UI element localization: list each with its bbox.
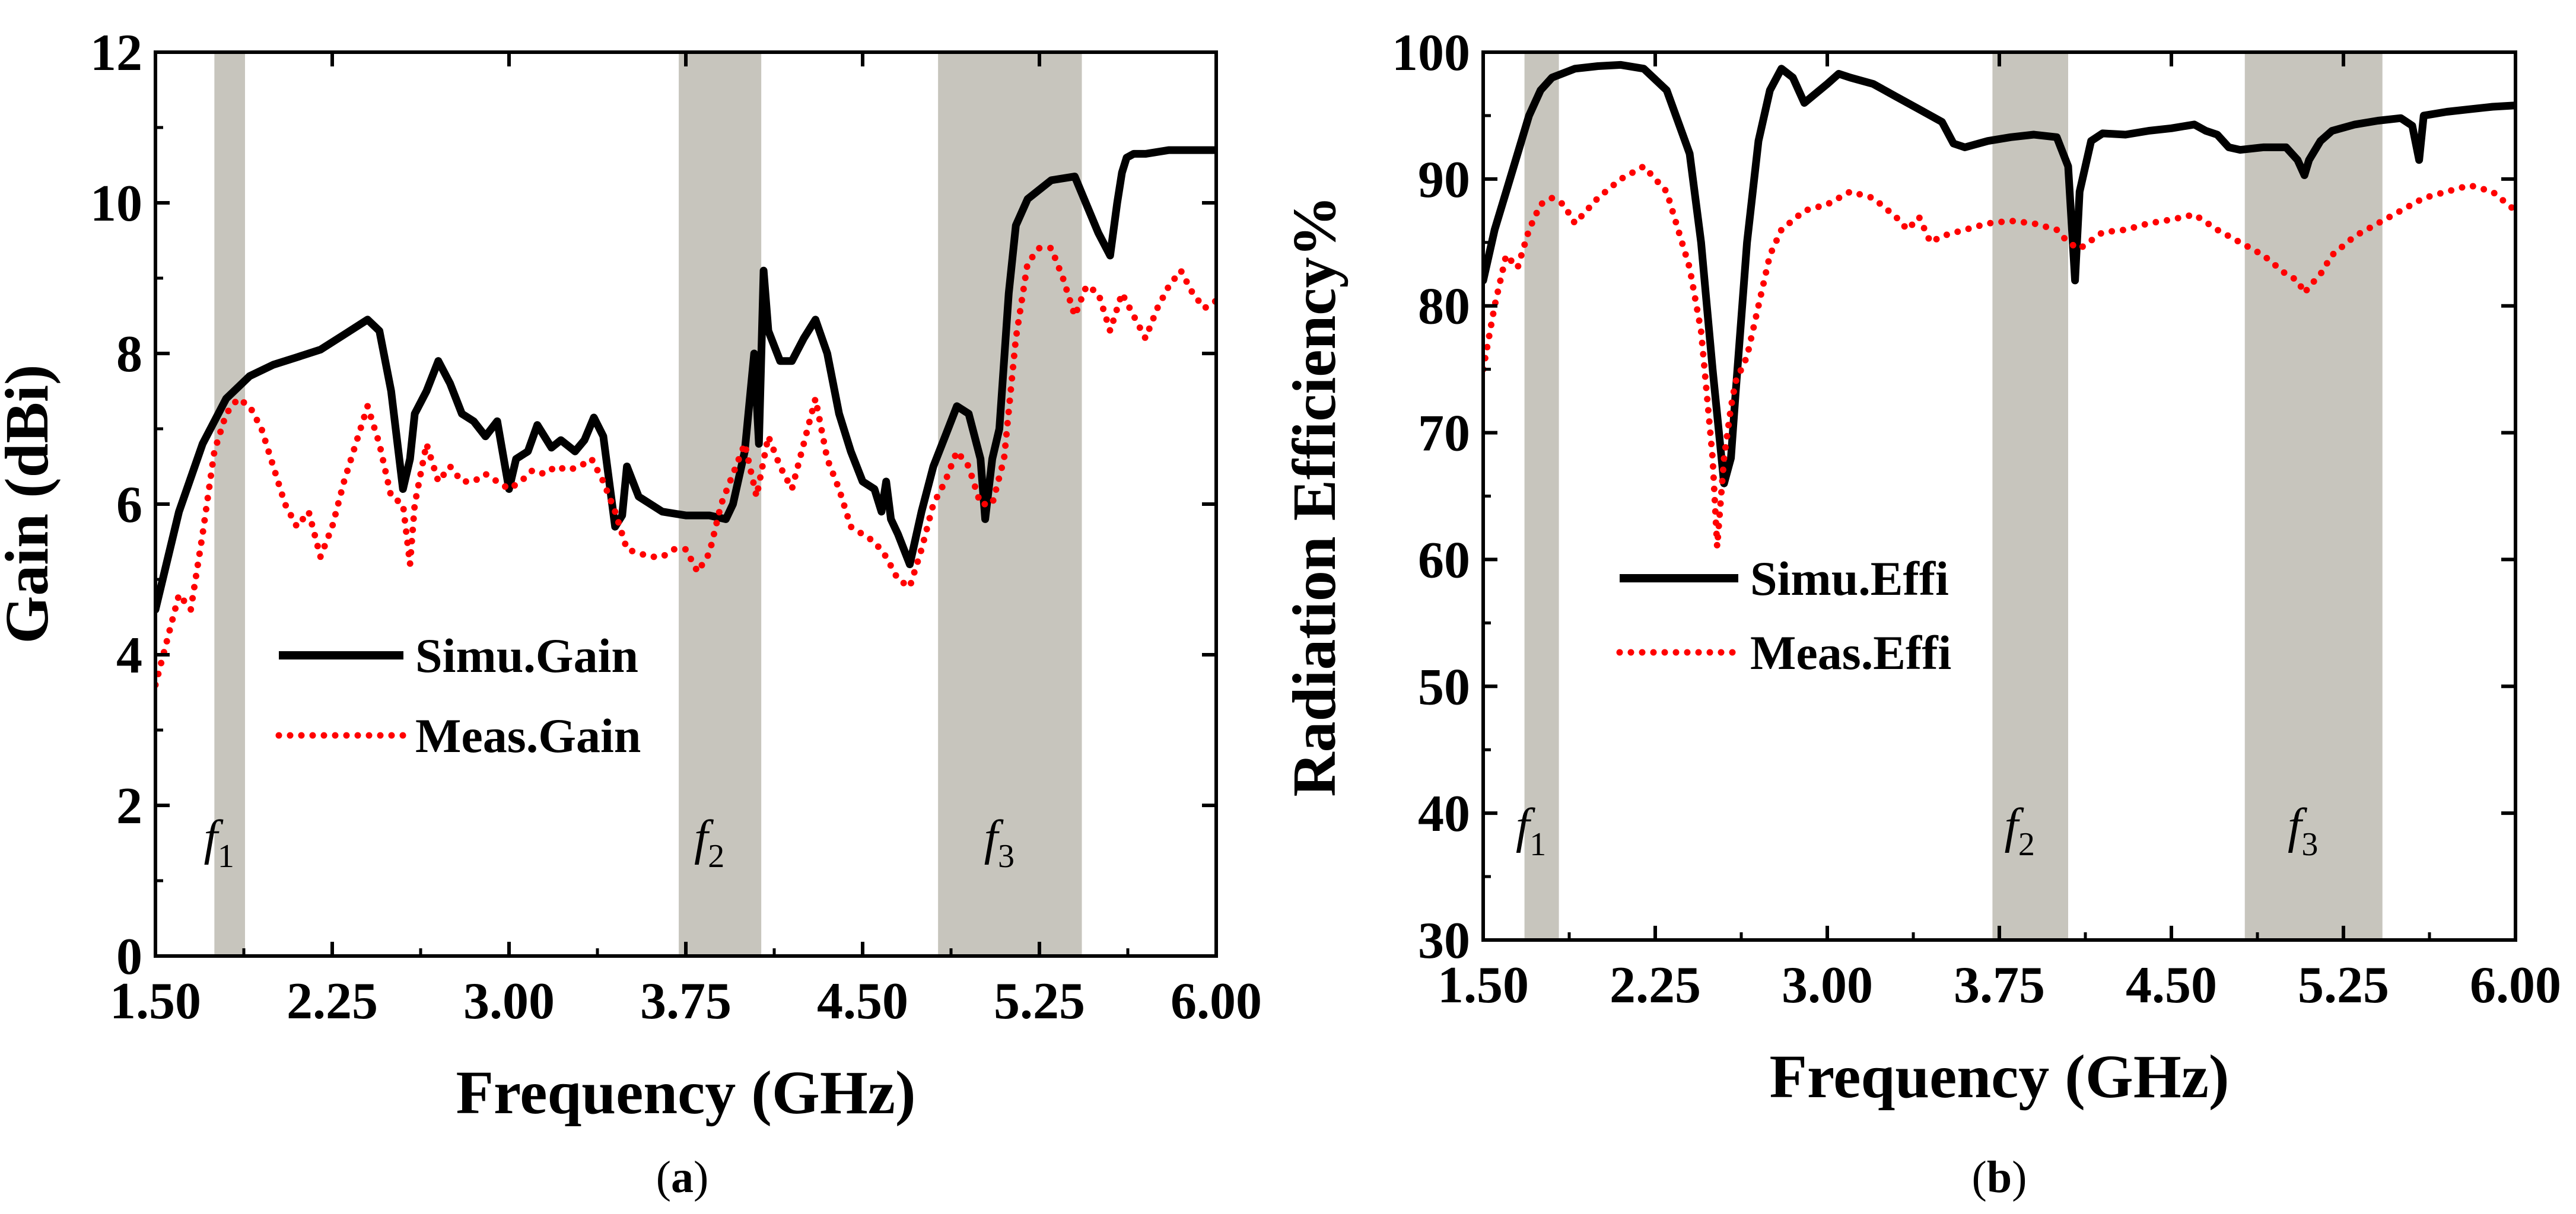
x-tick-label: 6.00 [1171,973,1262,1030]
y-tick-label: 70 [1418,405,1470,463]
band-3-label: f3 [2288,798,2318,863]
y-tick-label: 40 [1418,785,1470,843]
x-tick-label: 3.75 [1954,957,2045,1014]
y-tick-label: 50 [1418,658,1470,716]
y-tick-label: 80 [1418,278,1470,336]
y-tick-label: 4 [116,627,142,684]
band-2-shading [1992,52,2068,940]
efficiency-panel: f1 f2 f31.50 2.25 3.00 3.75 4.50 5.25 6.00304050… [1280,24,2561,1202]
gain-panel: f1 f2 f31.50 2.25 3.00 3.75 4.50 5.25 6.00024681… [0,24,1262,1202]
y-tick-label: 100 [1392,24,1470,82]
x-tick-label: 2.25 [1610,957,1701,1014]
x-tick-label: 1.50 [1438,957,1529,1014]
x-tick-label: 1.50 [110,973,201,1030]
x-axis-title: Frequency (GHz) [1769,1043,2229,1111]
y-tick-label: 30 [1418,912,1470,970]
x-tick-label: 5.25 [2298,957,2389,1014]
panel-caption: (a) [656,1152,709,1202]
x-tick-label: 5.25 [994,973,1085,1030]
meas-gain-line [155,244,1216,689]
y-tick-label: 8 [116,326,142,383]
legend-label-2: Meas.Gain [415,709,641,763]
y-tick-label: 60 [1418,531,1470,589]
x-axis-title: Frequency (GHz) [456,1059,915,1127]
band-2-shading [679,52,762,956]
x-tick-label: 3.75 [640,973,732,1030]
simu-effi-line [1483,60,2515,487]
band-3-shading [2244,52,2383,940]
band-1-label: f1 [203,810,234,875]
y-tick-label: 12 [90,24,142,82]
x-tick-label: 2.25 [287,973,378,1030]
x-tick-label: 6.00 [2470,957,2561,1014]
x-tick-label: 4.50 [817,973,908,1030]
meas-effi-line [1483,163,2515,550]
legend-label-1: Simu.Effi [1750,552,1949,606]
band-3-shading [938,52,1082,956]
band-2-label: f2 [694,810,724,875]
x-tick-label: 4.50 [2126,957,2217,1014]
y-tick-label: 0 [116,928,142,986]
y-tick-label: 10 [90,175,142,232]
panel-caption: (b) [1972,1152,2027,1202]
legend-label-2: Meas.Effi [1750,626,1951,680]
y-tick-label: 2 [116,778,142,835]
x-tick-label: 3.00 [1782,957,1873,1014]
band-1-shading [214,52,245,956]
y-axis-title: Gain (dBi) [0,365,61,644]
y-tick-label: 6 [116,476,142,534]
band-1-shading [1524,52,1559,940]
simu-gain-line [155,146,1216,614]
x-tick-label: 3.00 [463,973,555,1030]
y-tick-label: 90 [1418,151,1470,209]
legend-label-1: Simu.Gain [415,629,638,683]
y-axis-title: Radiation Efficiency% [1280,196,1349,797]
